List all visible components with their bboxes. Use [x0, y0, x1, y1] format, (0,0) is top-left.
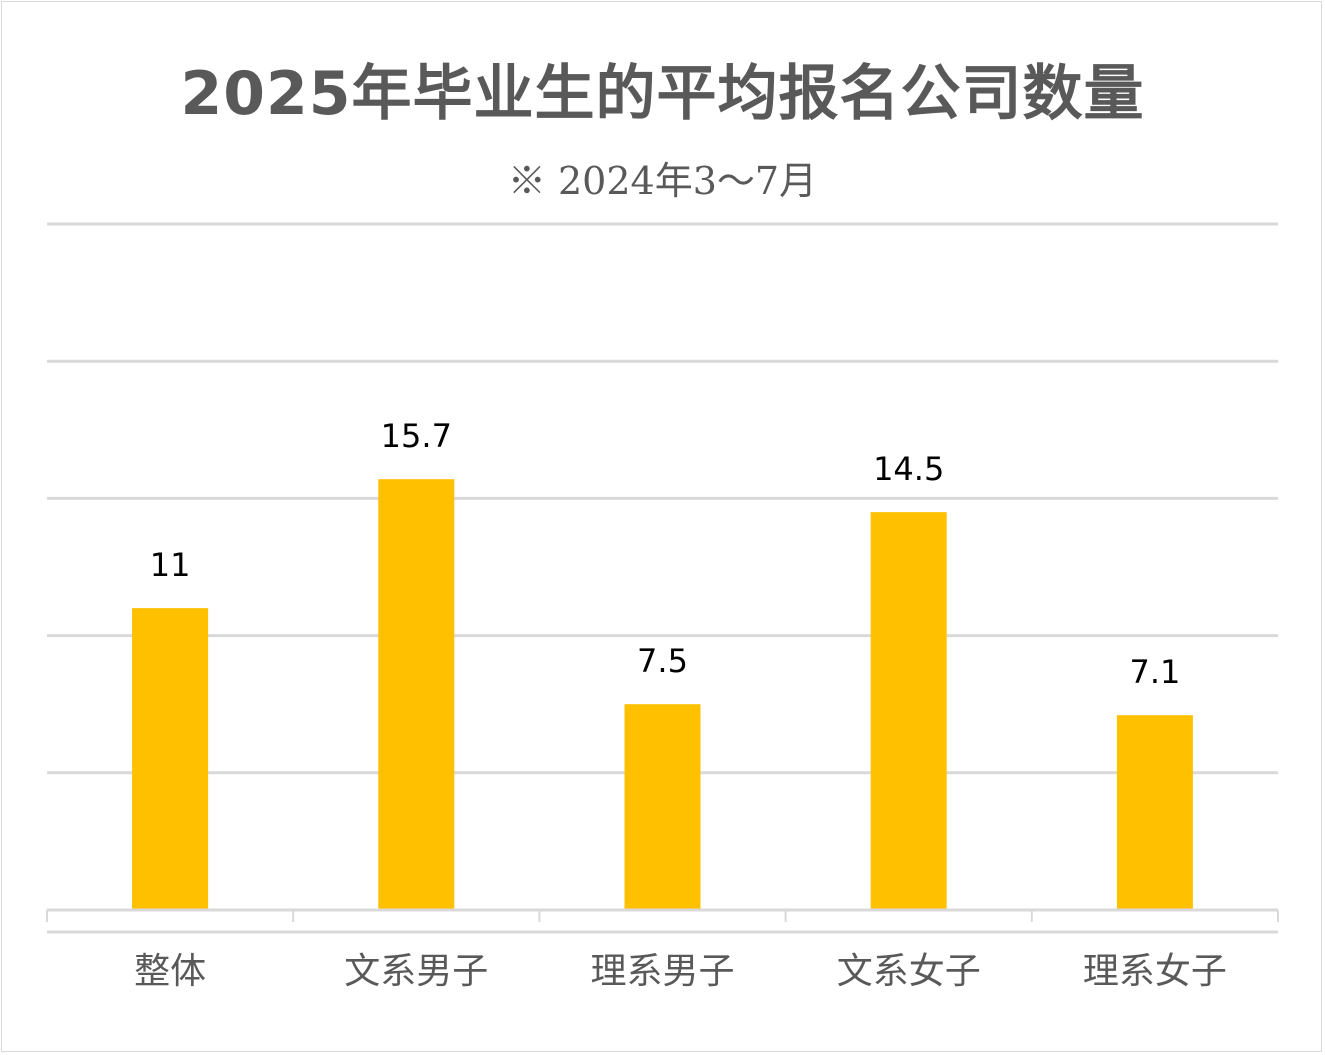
category-label-2: 文系男子 — [344, 951, 488, 992]
category-label-3: 理系男子 — [590, 951, 734, 992]
data-label-5: 7.1 — [1129, 653, 1180, 691]
bar-4 — [870, 512, 947, 910]
category-label-5: 理系女子 — [1083, 951, 1227, 992]
chart-subtitle: ※ 2024年3～7月 — [507, 159, 818, 203]
data-label-1: 11 — [150, 546, 191, 584]
data-label-4: 14.5 — [873, 450, 944, 488]
bar-1 — [132, 608, 209, 910]
category-label-1: 整体 — [134, 951, 206, 992]
category-label-4: 文系女子 — [837, 951, 981, 992]
data-label-2: 15.7 — [381, 417, 452, 455]
bar-3 — [624, 704, 701, 910]
bar-5 — [1116, 715, 1193, 910]
data-label-3: 7.5 — [637, 642, 688, 680]
chart-title: 2025年毕业生的平均报名公司数量 — [180, 59, 1145, 129]
bar-2 — [378, 479, 455, 910]
